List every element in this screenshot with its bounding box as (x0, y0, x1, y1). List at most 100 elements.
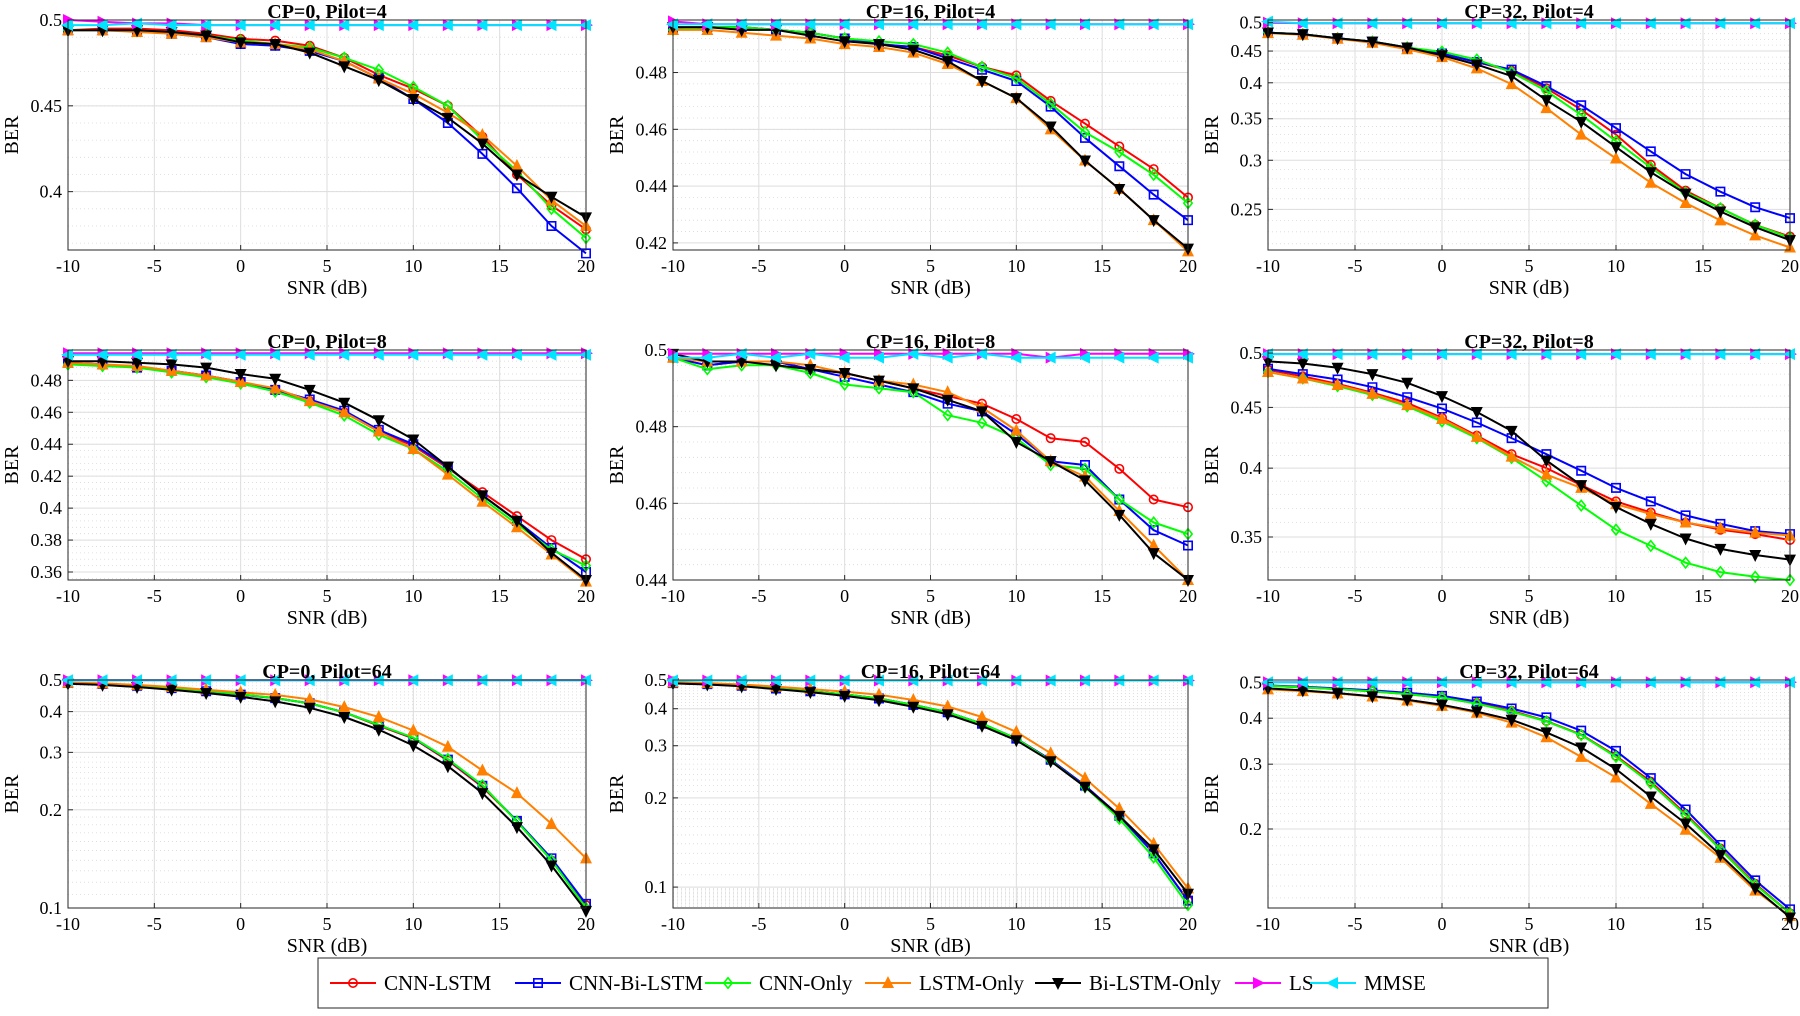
series-mmse (666, 347, 1193, 364)
y-tick-label: 0.36 (31, 562, 63, 582)
data-point-mmse (509, 348, 522, 361)
x-tick-label: 0 (1438, 914, 1447, 934)
data-point-bi-lstm-only (234, 37, 247, 50)
data-point-cnn-only (1079, 125, 1091, 139)
data-point-mmse (769, 351, 782, 364)
x-axis-label: SNR (dB) (1489, 607, 1570, 629)
series-line-bi-lstm-only (672, 682, 1189, 895)
y-axis-ticks: 0.35 0.4 0.45 0.5 (1231, 343, 1273, 547)
data-point-mmse (1043, 18, 1056, 31)
data-point-mmse (199, 348, 212, 361)
data-point-bi-lstm-only (407, 740, 420, 753)
data-point-bi-lstm-only (441, 112, 454, 125)
panel-title: CP=16, Pilot=8 (866, 331, 995, 353)
data-point-bi-lstm-only (303, 702, 316, 715)
data-point-bi-lstm-only (1505, 425, 1518, 438)
data-point-cnn-only (1575, 728, 1587, 742)
data-point-lstm-only (1296, 371, 1309, 384)
x-tick-label: 10 (1607, 914, 1625, 934)
x-tick-label: 10 (1607, 586, 1625, 606)
data-point-bi-lstm-only (1540, 95, 1553, 108)
data-point-bi-lstm-only (1296, 685, 1309, 698)
data-point-bi-lstm-only (200, 30, 213, 43)
data-point-cnn-only (1011, 71, 1022, 85)
data-point-bi-lstm-only (476, 490, 489, 503)
data-point-bi-lstm-only (1331, 33, 1344, 46)
series-line-mmse (1267, 20, 1790, 25)
data-point-cnn-only (1645, 776, 1657, 790)
y-tick-label: 0.48 (636, 417, 668, 437)
series-bi-lstm-only (62, 356, 592, 587)
data-point-bi-lstm-only (804, 364, 817, 377)
y-axis-ticks: 0.44 0.46 0.48 0.5 (636, 340, 678, 590)
data-point-lstm-only (1575, 127, 1588, 140)
data-point-mmse (906, 347, 919, 360)
data-point-lstm-only (476, 763, 489, 776)
x-tick-label: 10 (1007, 256, 1025, 276)
data-point-lstm-only (545, 816, 558, 829)
data-point-mmse (440, 19, 453, 32)
data-point-mmse (1678, 17, 1691, 30)
data-point-lstm-only (510, 786, 523, 799)
data-point-cnn-bi-lstm (1750, 202, 1761, 213)
data-point-cnn-bi-lstm (1367, 382, 1378, 393)
data-point-lstm-only (1540, 101, 1553, 114)
x-tick-label: 5 (1525, 914, 1534, 934)
data-point-mmse (337, 19, 350, 32)
series-line-lstm-only (68, 29, 587, 227)
data-point-bi-lstm-only (1010, 93, 1023, 106)
series-bi-lstm-only (1262, 27, 1796, 248)
legend-item-cnn-lstm: CNN-LSTM (330, 971, 492, 995)
data-point-bi-lstm-only (269, 373, 282, 386)
data-point-bi-lstm-only (1044, 456, 1057, 469)
data-point-bi-lstm-only (338, 712, 351, 725)
data-point-bi-lstm-only (545, 860, 558, 873)
x-tick-label: 20 (1179, 914, 1197, 934)
data-point-bi-lstm-only (1147, 548, 1160, 561)
data-point-bi-lstm-only (1044, 121, 1057, 134)
x-tick-label: -5 (147, 586, 162, 606)
data-point-cnn-only (1541, 714, 1552, 728)
data-point-bi-lstm-only (907, 701, 920, 714)
y-tick-label: 0.4 (645, 699, 668, 719)
panel-cp-32-pilot-8: -10 -5 0 5 10 15 20 0.35 0.4 0.45 0.5 CP=32, Pilot=… (1201, 331, 1799, 629)
data-point-cnn-only (1148, 850, 1159, 864)
data-point-lstm-only (1366, 386, 1379, 399)
x-axis-ticks: -10 -5 0 5 10 15 20 (1256, 903, 1799, 934)
legend-label: CNN-Only (759, 971, 853, 995)
data-point-cnn-bi-lstm (1611, 482, 1621, 493)
data-point-cnn-bi-lstm (1114, 161, 1125, 172)
x-tick-label: -5 (1348, 914, 1363, 934)
series-bi-lstm-only (667, 348, 1194, 587)
data-point-mmse (769, 674, 782, 687)
legend-label: LS (1289, 971, 1314, 995)
x-tick-label: 15 (1694, 256, 1712, 276)
x-tick-label: 15 (491, 586, 509, 606)
x-tick-label: -5 (751, 914, 766, 934)
series-line-bi-lstm-only (1267, 31, 1791, 242)
data-point-mmse (95, 19, 108, 32)
x-axis-ticks: -10 -5 0 5 10 15 20 (56, 575, 595, 606)
y-tick-label: 0.3 (40, 742, 63, 762)
y-axis-ticks: 0.42 0.44 0.46 0.48 (636, 63, 678, 253)
data-point-cnn-bi-lstm (1045, 101, 1056, 112)
data-point-cnn-only (1114, 145, 1125, 159)
data-point-cnn-only (976, 60, 988, 74)
x-axis-label: SNR (dB) (1489, 935, 1570, 957)
x-axis-label: SNR (dB) (890, 607, 971, 629)
data-point-cnn-only (1715, 565, 1726, 579)
data-point-bi-lstm-only (976, 406, 988, 419)
x-tick-label: -10 (56, 914, 80, 934)
data-point-lstm-only (1470, 429, 1483, 442)
data-point-cnn-bi-lstm (1437, 403, 1447, 414)
data-point-cnn-only (805, 366, 816, 380)
data-point-bi-lstm-only (976, 76, 988, 89)
data-point-cnn-bi-lstm (1680, 169, 1691, 180)
data-point-cnn-lstm (1148, 164, 1159, 175)
data-point-bi-lstm-only (1749, 883, 1762, 896)
series-group (666, 347, 1195, 587)
data-point-bi-lstm-only (1113, 183, 1126, 196)
x-tick-label: -10 (1256, 914, 1280, 934)
panel-cp-32-pilot-4: -10 -5 0 5 10 15 20 0.25 0.3 0.35 0.4 0.45 0.5 CP=32,… (1201, 1, 1799, 299)
